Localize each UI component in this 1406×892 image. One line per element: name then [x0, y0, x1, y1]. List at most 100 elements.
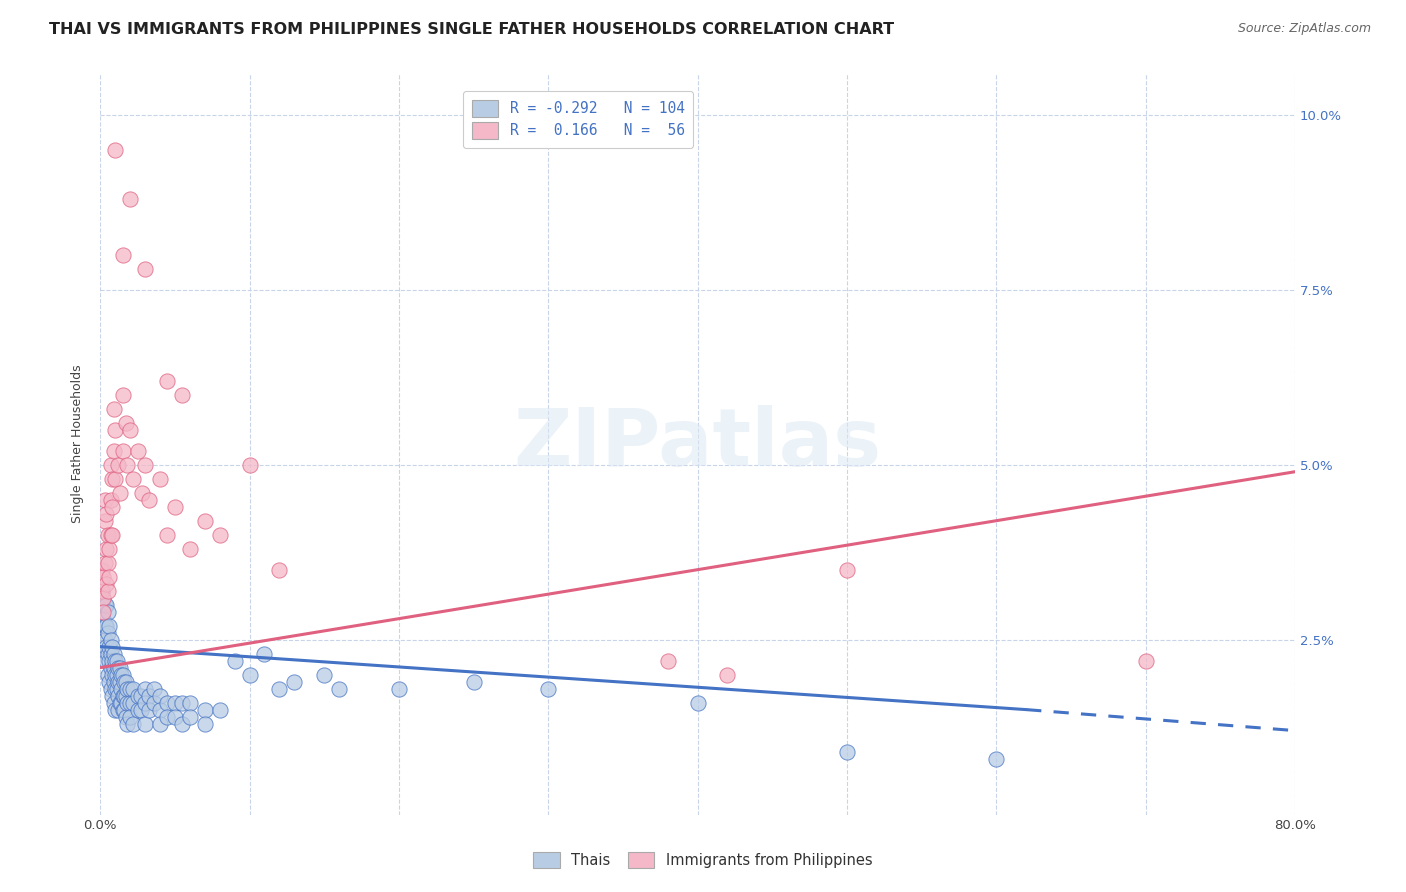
- Point: [114, 689, 136, 703]
- Point: [112, 689, 135, 703]
- Point: [90, 583, 112, 598]
- Point: [101, 654, 124, 668]
- Point: [129, 689, 152, 703]
- Point: [122, 681, 145, 696]
- Point: [112, 703, 135, 717]
- Point: [537, 681, 560, 696]
- Point: [100, 458, 122, 472]
- Point: [208, 703, 231, 717]
- Point: [835, 745, 858, 759]
- Point: [104, 472, 127, 486]
- Point: [101, 689, 124, 703]
- Point: [110, 667, 132, 681]
- Point: [138, 689, 160, 703]
- Point: [134, 681, 156, 696]
- Point: [127, 703, 149, 717]
- Point: [149, 703, 172, 717]
- Point: [156, 527, 179, 541]
- Point: [1135, 654, 1157, 668]
- Point: [91, 570, 114, 584]
- Point: [122, 716, 145, 731]
- Point: [163, 696, 186, 710]
- Point: [129, 703, 152, 717]
- Point: [115, 458, 138, 472]
- Point: [96, 541, 118, 556]
- Point: [91, 591, 114, 605]
- Point: [96, 618, 118, 632]
- Point: [97, 647, 120, 661]
- Point: [115, 696, 138, 710]
- Point: [98, 674, 121, 689]
- Point: [96, 507, 118, 521]
- Point: [120, 696, 142, 710]
- Point: [100, 647, 122, 661]
- Point: [149, 716, 172, 731]
- Point: [194, 703, 217, 717]
- Point: [134, 696, 156, 710]
- Point: [127, 443, 149, 458]
- Point: [108, 660, 131, 674]
- Point: [114, 416, 136, 430]
- Point: [100, 632, 122, 647]
- Point: [98, 654, 121, 668]
- Point: [686, 696, 709, 710]
- Point: [104, 703, 127, 717]
- Point: [103, 443, 125, 458]
- Point: [108, 696, 131, 710]
- Point: [179, 696, 201, 710]
- Point: [120, 423, 142, 437]
- Point: [107, 458, 129, 472]
- Point: [134, 716, 156, 731]
- Point: [120, 192, 142, 206]
- Point: [103, 674, 125, 689]
- Point: [194, 716, 217, 731]
- Point: [115, 716, 138, 731]
- Point: [93, 632, 115, 647]
- Point: [91, 612, 114, 626]
- Point: [107, 703, 129, 717]
- Point: [208, 527, 231, 541]
- Point: [107, 674, 129, 689]
- Point: [138, 703, 160, 717]
- Point: [91, 625, 114, 640]
- Point: [97, 605, 120, 619]
- Point: [107, 689, 129, 703]
- Point: [657, 654, 679, 668]
- Point: [96, 640, 118, 654]
- Point: [103, 696, 125, 710]
- Point: [97, 625, 120, 640]
- Point: [127, 689, 149, 703]
- Point: [93, 618, 115, 632]
- Point: [98, 570, 121, 584]
- Point: [98, 618, 121, 632]
- Point: [120, 681, 142, 696]
- Point: [100, 660, 122, 674]
- Point: [156, 696, 179, 710]
- Text: THAI VS IMMIGRANTS FROM PHILIPPINES SINGLE FATHER HOUSEHOLDS CORRELATION CHART: THAI VS IMMIGRANTS FROM PHILIPPINES SING…: [49, 22, 894, 37]
- Point: [98, 640, 121, 654]
- Point: [101, 640, 124, 654]
- Point: [90, 583, 112, 598]
- Point: [269, 681, 291, 696]
- Point: [110, 681, 132, 696]
- Point: [224, 654, 246, 668]
- Point: [96, 598, 118, 612]
- Point: [108, 485, 131, 500]
- Point: [104, 654, 127, 668]
- Point: [100, 681, 122, 696]
- Point: [149, 472, 172, 486]
- Point: [163, 709, 186, 723]
- Point: [107, 660, 129, 674]
- Point: [143, 681, 166, 696]
- Point: [105, 681, 128, 696]
- Point: [172, 696, 194, 710]
- Point: [314, 667, 336, 681]
- Point: [101, 500, 124, 514]
- Point: [328, 681, 350, 696]
- Point: [93, 556, 115, 570]
- Point: [96, 654, 118, 668]
- Point: [143, 696, 166, 710]
- Point: [111, 689, 134, 703]
- Point: [156, 709, 179, 723]
- Point: [114, 674, 136, 689]
